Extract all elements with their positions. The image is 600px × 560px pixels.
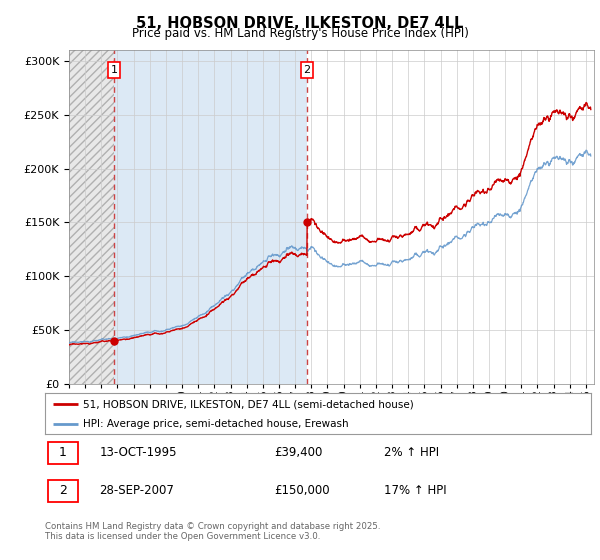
- Bar: [69, 50, 114, 384]
- Text: 28-SEP-2007: 28-SEP-2007: [100, 484, 175, 497]
- FancyBboxPatch shape: [48, 479, 78, 502]
- Text: £39,400: £39,400: [274, 446, 323, 459]
- Text: Contains HM Land Registry data © Crown copyright and database right 2025.
This d: Contains HM Land Registry data © Crown c…: [45, 522, 380, 542]
- Text: Price paid vs. HM Land Registry's House Price Index (HPI): Price paid vs. HM Land Registry's House …: [131, 27, 469, 40]
- Text: 17% ↑ HPI: 17% ↑ HPI: [383, 484, 446, 497]
- Text: 51, HOBSON DRIVE, ILKESTON, DE7 4LL (semi-detached house): 51, HOBSON DRIVE, ILKESTON, DE7 4LL (sem…: [83, 399, 414, 409]
- Text: 2: 2: [304, 65, 311, 74]
- Text: HPI: Average price, semi-detached house, Erewash: HPI: Average price, semi-detached house,…: [83, 419, 349, 429]
- Text: 1: 1: [59, 446, 67, 459]
- Text: 13-OCT-1995: 13-OCT-1995: [100, 446, 177, 459]
- FancyBboxPatch shape: [48, 442, 78, 464]
- Text: 51, HOBSON DRIVE, ILKESTON, DE7 4LL: 51, HOBSON DRIVE, ILKESTON, DE7 4LL: [136, 16, 464, 31]
- Text: 2: 2: [59, 484, 67, 497]
- Text: 1: 1: [110, 65, 118, 74]
- Text: £150,000: £150,000: [274, 484, 330, 497]
- Bar: [114, 50, 307, 384]
- Text: 2% ↑ HPI: 2% ↑ HPI: [383, 446, 439, 459]
